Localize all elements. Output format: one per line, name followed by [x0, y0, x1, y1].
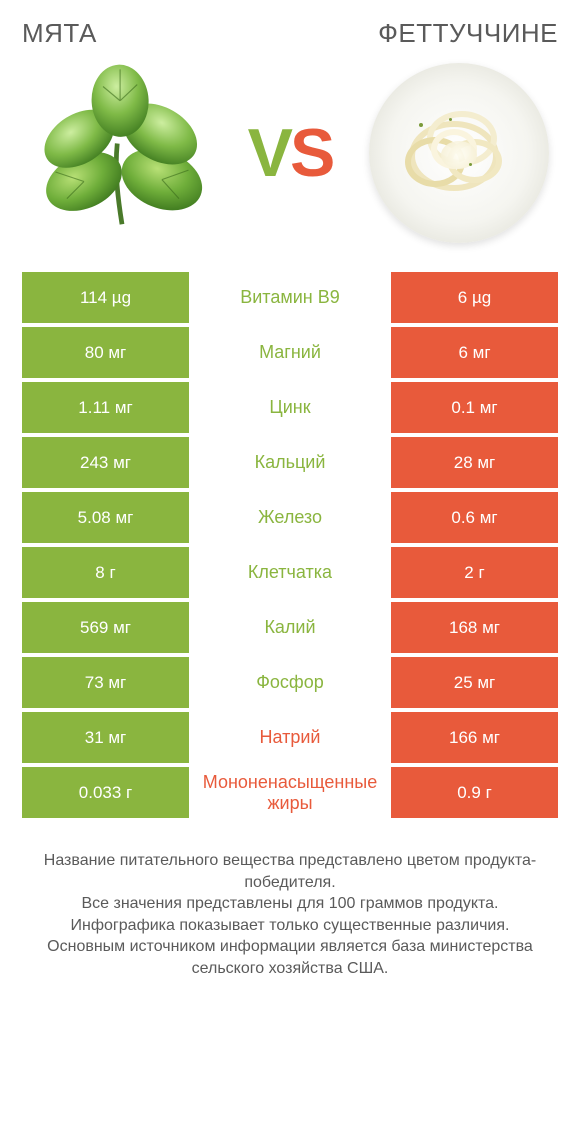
table-row: 114 µgВитамин B96 µg	[22, 272, 558, 323]
left-value: 243 мг	[22, 437, 189, 488]
right-value: 166 мг	[391, 712, 558, 763]
table-row: 0.033 гМононенасыщенные жиры0.9 г	[22, 767, 558, 818]
table-row: 1.11 мгЦинк0.1 мг	[22, 382, 558, 433]
footer-line: Инфографика показывает только существенн…	[28, 915, 552, 937]
nutrient-label: Цинк	[189, 382, 391, 433]
right-value: 25 мг	[391, 657, 558, 708]
footer-line: Все значения представлены для 100 граммо…	[28, 893, 552, 915]
footer-line: Название питательного вещества представл…	[28, 850, 552, 893]
table-row: 80 мгМагний6 мг	[22, 327, 558, 378]
table-row: 73 мгФосфор25 мг	[22, 657, 558, 708]
left-value: 8 г	[22, 547, 189, 598]
table-row: 5.08 мгЖелезо0.6 мг	[22, 492, 558, 543]
fettuccine-icon	[369, 63, 549, 243]
left-product-image	[24, 55, 219, 250]
mint-icon	[27, 58, 217, 248]
right-value: 0.1 мг	[391, 382, 558, 433]
infographic-container: МЯТА ФЕТТУЧЧИНЕ	[0, 0, 580, 992]
image-row: VS	[22, 55, 558, 250]
nutrient-label: Витамин B9	[189, 272, 391, 323]
right-value: 28 мг	[391, 437, 558, 488]
right-value: 6 мг	[391, 327, 558, 378]
left-value: 114 µg	[22, 272, 189, 323]
left-value: 0.033 г	[22, 767, 189, 818]
nutrient-label: Фосфор	[189, 657, 391, 708]
vs-label: VS	[248, 114, 333, 192]
right-product-image	[361, 55, 556, 250]
title-right: ФЕТТУЧЧИНЕ	[378, 18, 558, 49]
header: МЯТА ФЕТТУЧЧИНЕ	[22, 18, 558, 49]
nutrient-label: Магний	[189, 327, 391, 378]
nutrient-label: Клетчатка	[189, 547, 391, 598]
nutrient-label: Кальций	[189, 437, 391, 488]
nutrient-label: Натрий	[189, 712, 391, 763]
title-left: МЯТА	[22, 18, 97, 49]
footer-notes: Название питательного вещества представл…	[22, 850, 558, 980]
left-value: 569 мг	[22, 602, 189, 653]
nutrient-label: Железо	[189, 492, 391, 543]
left-value: 31 мг	[22, 712, 189, 763]
right-value: 0.9 г	[391, 767, 558, 818]
right-value: 2 г	[391, 547, 558, 598]
footer-line: Основным источником информации является …	[28, 936, 552, 979]
comparison-table: 114 µgВитамин B96 µg80 мгМагний6 мг1.11 …	[22, 272, 558, 818]
table-row: 31 мгНатрий166 мг	[22, 712, 558, 763]
left-value: 73 мг	[22, 657, 189, 708]
nutrient-label: Калий	[189, 602, 391, 653]
left-value: 80 мг	[22, 327, 189, 378]
nutrient-label: Мононенасыщенные жиры	[189, 767, 391, 818]
left-value: 1.11 мг	[22, 382, 189, 433]
right-value: 0.6 мг	[391, 492, 558, 543]
table-row: 569 мгКалий168 мг	[22, 602, 558, 653]
right-value: 168 мг	[391, 602, 558, 653]
left-value: 5.08 мг	[22, 492, 189, 543]
vs-v: V	[248, 114, 290, 192]
vs-s: S	[290, 114, 332, 192]
table-row: 8 гКлетчатка2 г	[22, 547, 558, 598]
right-value: 6 µg	[391, 272, 558, 323]
table-row: 243 мгКальций28 мг	[22, 437, 558, 488]
